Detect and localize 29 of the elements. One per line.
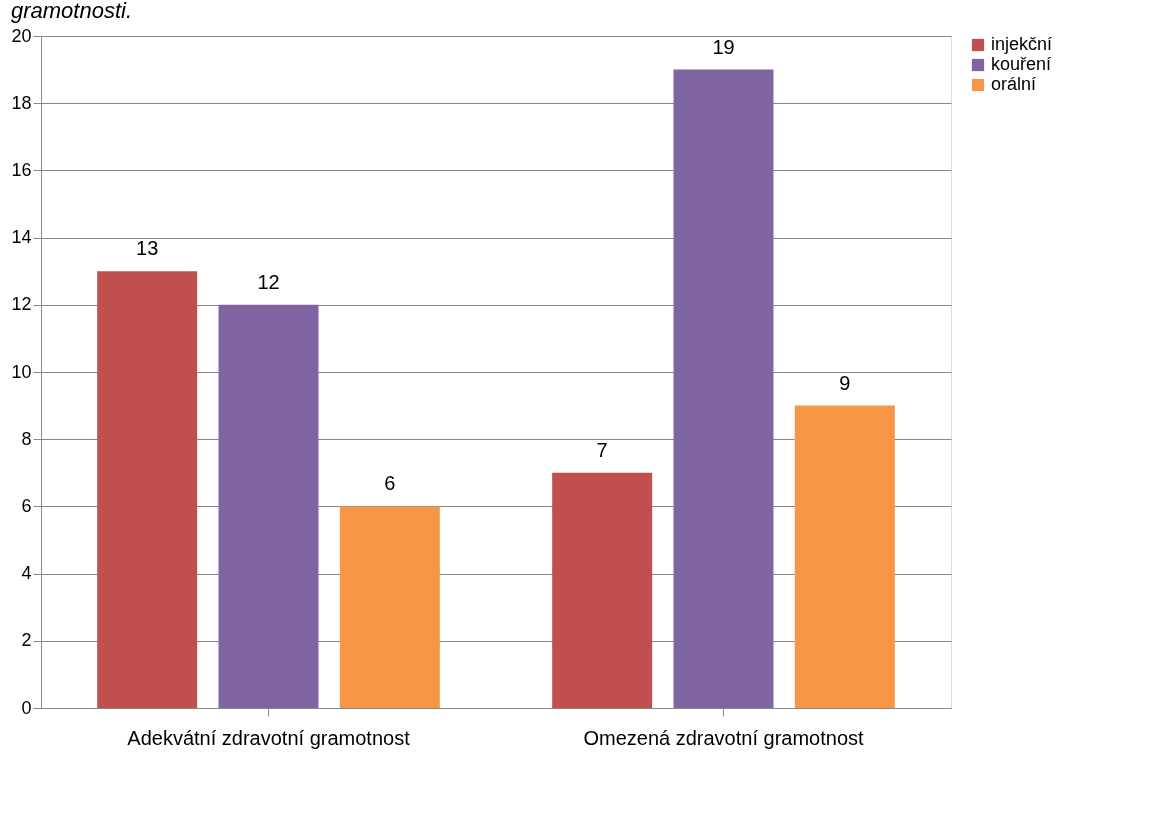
bar: [339, 506, 440, 708]
x-tick-label: Adekvátní zdravotní gramotnost: [127, 726, 411, 749]
data-label: 13: [136, 237, 159, 260]
y-tick-label: 2: [21, 630, 32, 651]
data-label: 9: [839, 371, 851, 394]
y-tick-label: 16: [11, 159, 32, 180]
bar: [673, 69, 774, 708]
y-tick-label: 12: [11, 294, 32, 315]
chart-title: gramotnosti.: [10, 0, 133, 23]
y-tick-label: 20: [11, 25, 32, 46]
y-tick-label: 10: [11, 361, 32, 382]
y-tick-label: 8: [21, 428, 32, 449]
y-tick-label: 6: [21, 495, 32, 516]
y-tick-label: 4: [21, 563, 32, 584]
data-label: 12: [257, 270, 280, 293]
x-tick-label: Omezená zdravotní gramotnost: [583, 726, 865, 749]
y-tick-label: 14: [11, 227, 32, 248]
bar: [552, 472, 653, 708]
legend-label: kouření: [991, 54, 1052, 74]
legend-label: injekční: [991, 34, 1053, 54]
data-label: 19: [712, 35, 735, 58]
legend-label: orální: [991, 74, 1037, 94]
data-label: 6: [384, 472, 396, 495]
bar: [794, 405, 895, 708]
bar: [97, 271, 198, 708]
bar: [218, 304, 319, 708]
y-tick-label: 18: [11, 92, 32, 113]
y-tick-label: 0: [21, 697, 32, 718]
data-label: 7: [596, 438, 608, 461]
